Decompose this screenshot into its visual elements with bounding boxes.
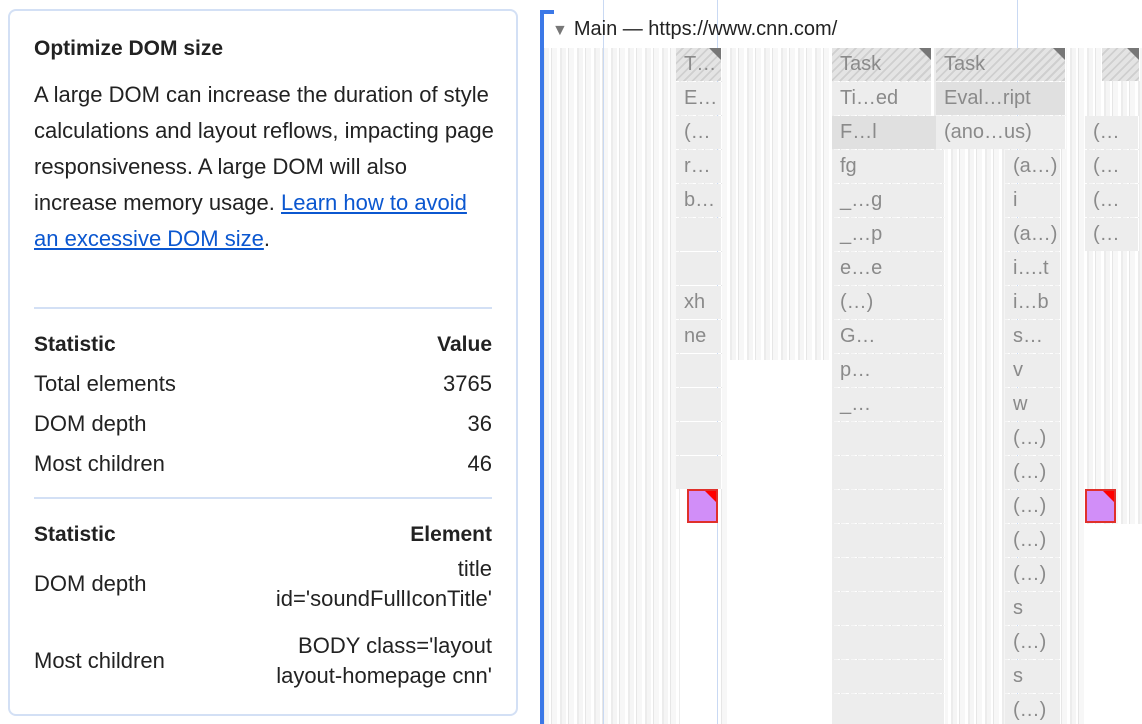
element-link[interactable]: title id='soundFullIconTitle' bbox=[275, 556, 492, 611]
table-row: Total elements 3765 bbox=[34, 371, 492, 396]
flame-event[interactable]: (… bbox=[1085, 116, 1139, 149]
flame-event[interactable]: s bbox=[1005, 660, 1061, 693]
flame-event[interactable] bbox=[832, 592, 945, 625]
flame-event[interactable]: (a…) bbox=[1005, 218, 1061, 251]
flame-event[interactable]: p… bbox=[832, 354, 945, 387]
flame-event[interactable]: Eval…ript bbox=[936, 82, 1066, 115]
insight-description: A large DOM can increase the duration of… bbox=[34, 82, 494, 251]
flame-event[interactable]: w bbox=[1005, 388, 1061, 421]
insight-title: Optimize DOM size bbox=[34, 37, 224, 60]
flame-event[interactable]: i…b bbox=[1005, 286, 1061, 319]
flame-event[interactable]: xh bbox=[676, 286, 722, 319]
flame-event[interactable] bbox=[1102, 48, 1140, 81]
flame-event[interactable]: T… bbox=[676, 48, 722, 81]
flame-event[interactable] bbox=[832, 490, 945, 523]
flame-event[interactable] bbox=[676, 252, 722, 285]
table-row: Most children 46 bbox=[34, 451, 492, 476]
flame-event[interactable]: (a…) bbox=[1005, 150, 1061, 183]
flame-event[interactable]: (…) bbox=[1005, 694, 1061, 724]
flame-event[interactable]: v bbox=[1005, 354, 1061, 387]
flame-event[interactable]: i bbox=[1005, 184, 1061, 217]
flame-event[interactable]: ne bbox=[676, 320, 722, 353]
selected-event[interactable] bbox=[1085, 489, 1116, 523]
flame-event[interactable]: F…l bbox=[832, 116, 945, 149]
flame-event[interactable]: (… bbox=[1085, 218, 1139, 251]
flame-event[interactable]: (…) bbox=[832, 286, 945, 319]
flame-event[interactable]: (…) bbox=[1005, 422, 1061, 455]
flame-event[interactable]: e…e bbox=[832, 252, 945, 285]
flame-event[interactable]: (…) bbox=[1005, 456, 1061, 489]
table-row: DOM depth 36 bbox=[34, 411, 492, 436]
flame-event[interactable] bbox=[676, 388, 722, 421]
flame-event[interactable]: _…p bbox=[832, 218, 945, 251]
flame-event[interactable]: (…) bbox=[1005, 626, 1061, 659]
flame-event[interactable]: Task bbox=[936, 48, 1066, 81]
insight-card: Optimize DOM size A large DOM can increa… bbox=[8, 9, 518, 716]
collapse-triangle-icon[interactable]: ▼ bbox=[552, 22, 568, 39]
flame-event[interactable]: _…g bbox=[832, 184, 945, 217]
flame-event[interactable] bbox=[832, 456, 945, 489]
flame-event[interactable]: b… bbox=[676, 184, 722, 217]
flame-event[interactable] bbox=[676, 456, 722, 489]
selected-event[interactable] bbox=[687, 489, 718, 523]
flame-event[interactable] bbox=[832, 422, 945, 455]
flame-event[interactable] bbox=[832, 524, 945, 557]
flame-event[interactable]: (… bbox=[1085, 150, 1139, 183]
flame-event[interactable] bbox=[676, 354, 722, 387]
divider bbox=[34, 307, 492, 309]
flame-event[interactable] bbox=[832, 626, 945, 659]
flame-event[interactable]: (… bbox=[676, 116, 722, 149]
flame-event[interactable]: G… bbox=[832, 320, 945, 353]
flame-event[interactable]: fg bbox=[832, 150, 945, 183]
flame-event[interactable] bbox=[832, 660, 945, 693]
element-link[interactable]: BODY class='layout layout-homepage cnn' bbox=[276, 633, 492, 688]
flame-event[interactable] bbox=[832, 712, 945, 724]
flame-event[interactable]: (…) bbox=[1005, 524, 1061, 557]
flame-event[interactable]: (ano…us) bbox=[936, 116, 1066, 149]
flame-event[interactable]: (… bbox=[1085, 184, 1139, 217]
table-row: Most children BODY class='layout layout-h… bbox=[34, 615, 492, 707]
flame-event[interactable]: s… bbox=[1005, 320, 1061, 353]
learn-more-link[interactable]: Learn how to avoid an excessive DOM size bbox=[34, 190, 467, 251]
flame-event[interactable]: i….t bbox=[1005, 252, 1061, 285]
main-track-header[interactable]: ▼ Main — https://www.cnn.com/ bbox=[552, 18, 838, 40]
stats-table-header: Statistic Value bbox=[34, 333, 492, 356]
flame-event[interactable]: Ti…ed bbox=[832, 82, 932, 115]
flame-event[interactable] bbox=[676, 218, 722, 251]
flame-event[interactable]: (…) bbox=[1005, 490, 1061, 523]
flame-event[interactable]: s bbox=[1005, 592, 1061, 625]
flame-event[interactable]: _… bbox=[832, 388, 945, 421]
flame-event[interactable]: Task bbox=[832, 48, 932, 81]
flame-chart[interactable]: ▼ Main — https://www.cnn.com/ T… E… (… r… b… x… bbox=[540, 0, 1142, 724]
flame-event[interactable]: r… bbox=[676, 150, 722, 183]
flame-event[interactable]: (…) bbox=[1005, 558, 1061, 591]
divider bbox=[34, 497, 492, 499]
table-row: DOM depth title id='soundFullIconTitle' bbox=[34, 553, 492, 615]
track-accent bbox=[540, 10, 544, 724]
flame-event[interactable] bbox=[832, 558, 945, 591]
flame-event[interactable]: E… bbox=[676, 82, 722, 115]
element-table-header: Statistic Element bbox=[34, 523, 492, 546]
flame-event[interactable] bbox=[676, 422, 722, 455]
